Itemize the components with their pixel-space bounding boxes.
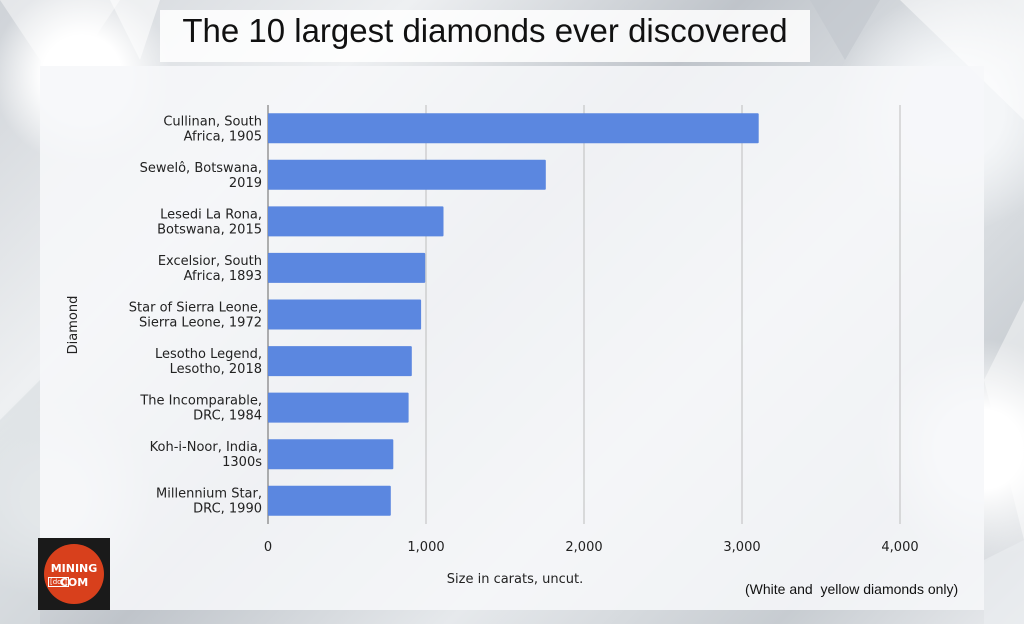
category-label-line: Sewelô, Botswana,: [140, 161, 262, 176]
category-label-line: Koh-i-Noor, India,: [150, 440, 262, 455]
category-label: Star of Sierra Leone, Sierra Leone, 1972: [129, 301, 262, 331]
category-label-line: Star of Sierra Leone,: [129, 301, 262, 316]
category-label-line: Millennium Star,: [156, 487, 262, 502]
bar: [268, 346, 412, 377]
category-label-line: Lesedi La Rona,: [160, 207, 262, 222]
x-tick-label: 0: [264, 540, 272, 555]
category-label: Excelsior, South Africa, 1893: [158, 254, 262, 284]
x-tick-label: 2,000: [565, 540, 602, 555]
logo-text-bottom: COM: [59, 576, 89, 589]
category-label-line: Excelsior, South: [158, 254, 262, 269]
y-axis-title: Diamond: [66, 296, 81, 355]
category-label: Millennium Star, DRC, 1990: [156, 487, 262, 517]
bar: [268, 392, 409, 423]
category-label: Cullinan, South Africa, 1905: [163, 114, 262, 144]
category-label: Lesotho Legend, Lesotho, 2018: [155, 347, 262, 377]
category-label: Koh-i-Noor, India, 1300s: [150, 440, 263, 470]
bar: [268, 252, 426, 283]
category-label-line: Sierra Leone, 1972: [139, 316, 262, 331]
x-tick-label: 3,000: [723, 540, 760, 555]
category-label-line: Cullinan, South: [163, 114, 262, 129]
logo-disc: [44, 544, 104, 604]
footnote: (White and yellow diamonds only): [745, 581, 959, 597]
category-label-line: Africa, 1905: [184, 129, 262, 144]
mining-com-logo: MINING [dot] COM: [38, 538, 110, 610]
category-label-line: 1300s: [222, 455, 262, 470]
category-label: Lesedi La Rona, Botswana, 2015: [157, 207, 262, 237]
category-label-line: 2019: [229, 176, 262, 191]
bar: [268, 439, 394, 470]
chart-title: The 10 largest diamonds ever discovered: [182, 12, 788, 49]
category-label-line: Lesotho Legend,: [155, 347, 262, 362]
chart-panel: [40, 66, 984, 610]
x-tick-label: 4,000: [881, 540, 918, 555]
bar: [268, 485, 391, 516]
title-backdrop: [160, 10, 810, 62]
category-label-line: Botswana, 2015: [157, 222, 262, 237]
x-axis-title: Size in carats, uncut.: [447, 572, 583, 587]
category-label: Sewelô, Botswana, 2019: [140, 161, 262, 191]
x-tick-label: 1,000: [407, 540, 444, 555]
category-label-line: DRC, 1984: [193, 409, 262, 424]
category-label-line: The Incomparable,: [139, 394, 262, 409]
bar: [268, 159, 546, 190]
category-label: The Incomparable, DRC, 1984: [139, 394, 262, 424]
logo-text-mid: [dot]: [48, 577, 69, 587]
category-label-line: Lesotho, 2018: [170, 362, 262, 377]
category-label-line: DRC, 1990: [193, 502, 262, 517]
bar: [268, 113, 759, 144]
logo-text-top: MINING: [50, 562, 98, 575]
category-label-line: Africa, 1893: [184, 269, 262, 284]
bar: [268, 206, 444, 237]
bar: [268, 299, 422, 330]
